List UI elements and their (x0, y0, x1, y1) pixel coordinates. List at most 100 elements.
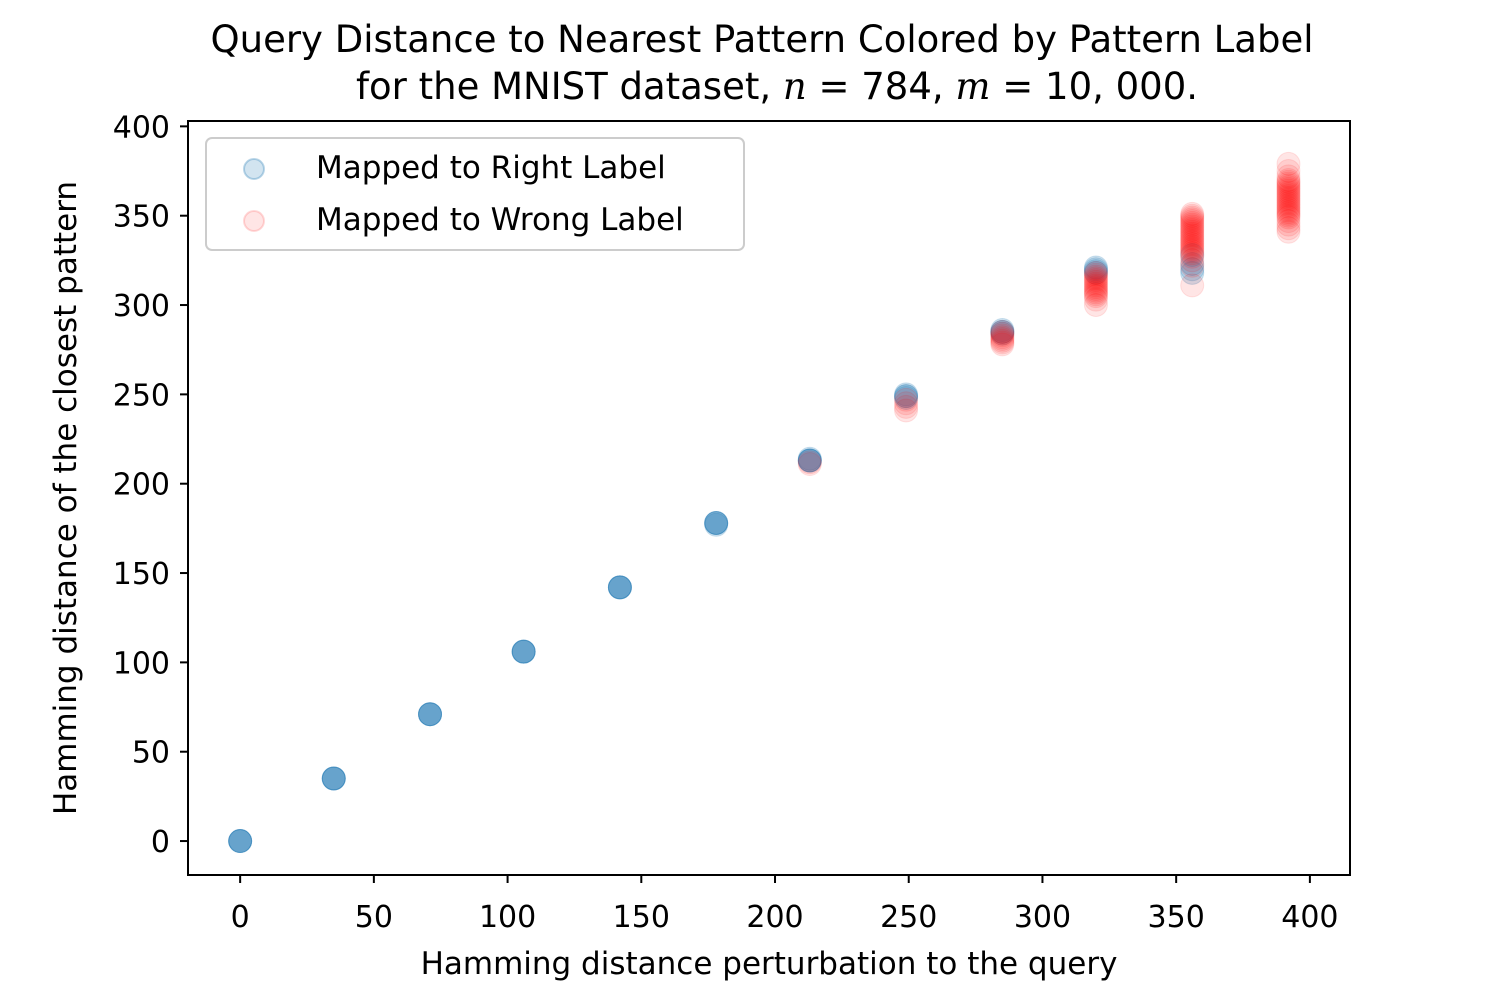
point-wrong-label (1276, 203, 1301, 228)
x-tick-label: 300 (1014, 900, 1071, 935)
point-right-label (511, 639, 536, 664)
point-wrong-label (1276, 205, 1301, 230)
point-right-label (797, 446, 822, 471)
chart-title-n-var: n (783, 65, 807, 108)
point-wrong-label (1180, 212, 1205, 237)
y-tick-label: 50 (132, 736, 170, 771)
point-wrong-label (990, 319, 1015, 344)
point-wrong-label (1083, 269, 1108, 294)
point-wrong-label (894, 394, 919, 419)
point-wrong-label (1180, 203, 1205, 228)
point-wrong-label (990, 321, 1015, 346)
x-tick-label: 350 (1148, 900, 1205, 935)
point-wrong-label (1083, 284, 1108, 309)
point-wrong-label (1180, 241, 1205, 266)
point-right-label (228, 829, 253, 854)
point-right-label (797, 448, 822, 473)
point-wrong-label (1276, 176, 1301, 201)
legend-marker-wrong-label (243, 210, 265, 232)
point-wrong-label (894, 391, 919, 416)
point-wrong-label (1276, 191, 1301, 216)
point-right-label (607, 575, 632, 600)
point-wrong-label (1180, 244, 1205, 269)
point-wrong-label (1180, 232, 1205, 257)
chart-title-line1: Query Distance to Nearest Pattern Colore… (211, 18, 1314, 61)
point-wrong-label (990, 328, 1015, 353)
point-wrong-label (1276, 198, 1301, 223)
point-right-label (228, 829, 253, 854)
point-right-label (418, 702, 443, 727)
point-wrong-label (1180, 226, 1205, 251)
point-right-label (511, 639, 536, 664)
point-wrong-label (1083, 266, 1108, 291)
x-tick-label: 200 (746, 900, 803, 935)
point-right-label (704, 511, 729, 536)
point-wrong-label (1083, 287, 1108, 312)
point-wrong-label (1180, 239, 1205, 264)
point-right-label (894, 382, 919, 407)
point-wrong-label (1276, 212, 1301, 237)
point-right-label (704, 511, 729, 536)
point-right-label (418, 702, 443, 727)
point-right-label (1180, 251, 1205, 276)
point-right-label (894, 384, 919, 409)
point-wrong-label (1083, 264, 1108, 289)
chart-title-m-eq: = 10, 000. (991, 65, 1199, 108)
plot-frame (187, 120, 1351, 876)
point-wrong-label (1180, 217, 1205, 242)
point-wrong-label (1276, 159, 1301, 184)
point-wrong-label (1180, 219, 1205, 244)
point-wrong-label (990, 326, 1015, 351)
point-wrong-label (1276, 196, 1301, 221)
point-wrong-label (1180, 214, 1205, 239)
point-right-label (607, 575, 632, 600)
point-right-label (511, 639, 536, 664)
point-wrong-label (1083, 268, 1108, 293)
point-wrong-label (1276, 151, 1301, 176)
point-right-label (1180, 243, 1205, 268)
point-wrong-label (1276, 187, 1301, 212)
point-wrong-label (1276, 201, 1301, 226)
y-tick-label: 250 (113, 378, 170, 413)
point-right-label (321, 766, 346, 791)
point-right-label (511, 639, 536, 664)
legend-box (205, 137, 745, 251)
legend-label-right: Mapped to Right Label (316, 150, 666, 186)
chart-title-prefix: for the MNIST dataset, (356, 65, 783, 108)
point-right-label (1180, 260, 1205, 285)
point-wrong-label (1276, 194, 1301, 219)
legend: Mapped to Right Label Mapped to Wrong La… (205, 137, 745, 251)
y-tick-label: 150 (113, 557, 170, 592)
point-right-label (607, 575, 632, 600)
point-right-label (418, 702, 443, 727)
y-axis-label: Hamming distance of the closest pattern (48, 181, 84, 815)
y-tick-label: 400 (113, 110, 170, 145)
point-wrong-label (1180, 253, 1205, 278)
x-tick-label: 50 (355, 900, 393, 935)
y-tick-label: 350 (113, 200, 170, 235)
point-wrong-label (1276, 219, 1301, 244)
point-right-label (321, 766, 346, 791)
point-wrong-label (797, 450, 822, 475)
point-wrong-label (1276, 209, 1301, 234)
point-wrong-label (1083, 282, 1108, 307)
x-tick-label: 250 (880, 900, 937, 935)
plot-area (187, 120, 1351, 876)
point-wrong-label (1276, 180, 1301, 205)
point-wrong-label (1276, 185, 1301, 210)
point-right-label (418, 702, 443, 727)
point-wrong-label (1083, 293, 1108, 318)
point-wrong-label (1180, 205, 1205, 230)
point-wrong-label (1180, 230, 1205, 255)
point-wrong-label (1083, 262, 1108, 287)
point-wrong-label (1083, 260, 1108, 285)
point-wrong-label (1083, 271, 1108, 296)
point-wrong-label (1276, 184, 1301, 209)
point-wrong-label (1180, 216, 1205, 241)
point-right-label (990, 319, 1015, 344)
point-wrong-label (1180, 235, 1205, 260)
point-right-label (894, 384, 919, 409)
x-tick-label: 0 (231, 900, 250, 935)
point-right-label (228, 829, 253, 854)
point-right-label (990, 318, 1015, 343)
